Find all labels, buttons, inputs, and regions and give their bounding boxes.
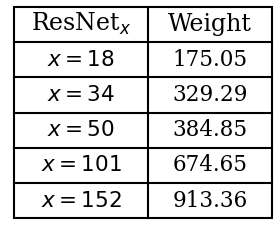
- Text: Weight: Weight: [168, 13, 252, 36]
- Text: ResNet$_x$: ResNet$_x$: [31, 11, 131, 38]
- Text: 674.65: 674.65: [172, 154, 247, 176]
- Text: 175.05: 175.05: [172, 49, 247, 71]
- Text: $x = 101$: $x = 101$: [41, 154, 121, 176]
- Text: 913.36: 913.36: [172, 190, 248, 212]
- Text: $x = 152$: $x = 152$: [41, 190, 121, 212]
- Text: $x = 34$: $x = 34$: [47, 84, 115, 106]
- Text: $x = 18$: $x = 18$: [47, 49, 115, 71]
- Text: 384.85: 384.85: [172, 119, 247, 141]
- Text: $x = 50$: $x = 50$: [47, 119, 115, 141]
- Text: 329.29: 329.29: [172, 84, 248, 106]
